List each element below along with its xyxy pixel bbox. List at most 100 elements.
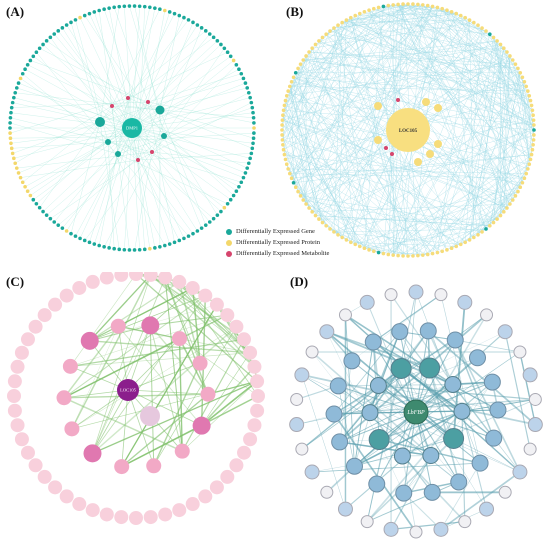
edge bbox=[337, 385, 355, 467]
edge bbox=[312, 462, 481, 473]
edge bbox=[293, 154, 532, 183]
mid-node bbox=[329, 377, 347, 395]
gene-node bbox=[78, 236, 82, 241]
gene-node bbox=[199, 26, 204, 30]
outer-node bbox=[529, 103, 534, 108]
outer-node bbox=[348, 240, 353, 245]
edge bbox=[163, 135, 202, 229]
edge bbox=[131, 127, 198, 232]
edge bbox=[137, 153, 252, 161]
mid-node bbox=[114, 459, 130, 475]
outer-node bbox=[386, 252, 391, 257]
edge bbox=[54, 127, 133, 223]
edge bbox=[66, 24, 133, 129]
outer-node bbox=[445, 248, 449, 252]
edge bbox=[117, 107, 253, 155]
edge bbox=[368, 10, 487, 230]
edge bbox=[131, 127, 254, 144]
edge bbox=[151, 151, 249, 164]
gene-node bbox=[13, 90, 18, 95]
outer-node bbox=[531, 143, 535, 147]
gene-node bbox=[115, 151, 121, 157]
outer-node bbox=[513, 345, 527, 359]
outer-node bbox=[367, 8, 371, 12]
outer-node bbox=[411, 254, 415, 258]
protein-node bbox=[10, 151, 15, 156]
edge bbox=[366, 302, 432, 456]
gene-node bbox=[9, 110, 13, 115]
edge bbox=[147, 10, 166, 103]
outer-node bbox=[416, 253, 420, 258]
edge bbox=[301, 374, 346, 510]
protein-node bbox=[8, 136, 13, 141]
edge bbox=[131, 33, 210, 129]
edge bbox=[500, 55, 511, 216]
legend-protein-label: Differentially Expressed Protein bbox=[236, 239, 320, 246]
gene-node bbox=[92, 10, 97, 14]
edge bbox=[94, 127, 133, 245]
edge bbox=[284, 154, 523, 183]
protein-node bbox=[18, 76, 23, 81]
outer-node bbox=[114, 510, 129, 525]
edge bbox=[295, 72, 352, 243]
gene-node bbox=[239, 180, 244, 185]
gene-node bbox=[163, 243, 167, 248]
mid-node bbox=[391, 323, 409, 341]
outer-node bbox=[406, 2, 410, 6]
edge bbox=[137, 159, 145, 250]
gene-node bbox=[44, 213, 49, 217]
gene-node bbox=[12, 95, 16, 100]
edge bbox=[137, 22, 194, 161]
gene-node bbox=[251, 141, 255, 146]
edge bbox=[403, 492, 442, 530]
edge bbox=[350, 17, 490, 35]
edge bbox=[98, 10, 119, 155]
gene-node bbox=[95, 117, 105, 127]
outer-node bbox=[294, 367, 310, 383]
gene-node bbox=[215, 213, 220, 217]
outer-node bbox=[295, 442, 309, 456]
edge bbox=[13, 97, 133, 129]
outer-node bbox=[332, 26, 336, 30]
edge bbox=[354, 341, 374, 467]
edge bbox=[127, 52, 228, 99]
outer-node bbox=[527, 162, 532, 167]
outer-node bbox=[284, 93, 289, 98]
outer-node bbox=[220, 308, 235, 323]
outer-node bbox=[401, 2, 405, 6]
outer-node bbox=[72, 280, 87, 295]
gene-node bbox=[9, 105, 14, 110]
outer-node bbox=[381, 4, 386, 9]
edge bbox=[131, 127, 170, 245]
panel-d-label: (D) bbox=[290, 274, 309, 289]
edge bbox=[500, 44, 535, 126]
edge bbox=[99, 78, 244, 123]
outer-node bbox=[10, 359, 25, 374]
edge bbox=[440, 471, 521, 531]
outer-node bbox=[336, 232, 340, 237]
edge bbox=[11, 141, 109, 149]
inner-node bbox=[422, 447, 440, 465]
edge bbox=[131, 97, 251, 129]
edge bbox=[99, 121, 120, 250]
edge bbox=[70, 273, 137, 367]
edge bbox=[50, 159, 139, 219]
edge bbox=[159, 15, 180, 111]
outer-node bbox=[491, 220, 496, 225]
outer-node bbox=[324, 32, 328, 36]
edge bbox=[149, 325, 183, 452]
outer-node bbox=[48, 297, 63, 312]
outer-node bbox=[237, 445, 252, 460]
mid-node bbox=[174, 443, 190, 459]
outer-node bbox=[411, 2, 415, 6]
outer-node bbox=[484, 227, 488, 231]
outer-node bbox=[7, 374, 22, 389]
outer-node bbox=[522, 367, 538, 383]
edge bbox=[504, 331, 531, 450]
metabolite-node bbox=[390, 152, 394, 156]
edge bbox=[131, 127, 222, 212]
edge bbox=[281, 124, 483, 233]
mid-node bbox=[423, 483, 441, 501]
outer-node bbox=[337, 501, 353, 517]
edge bbox=[164, 276, 251, 354]
